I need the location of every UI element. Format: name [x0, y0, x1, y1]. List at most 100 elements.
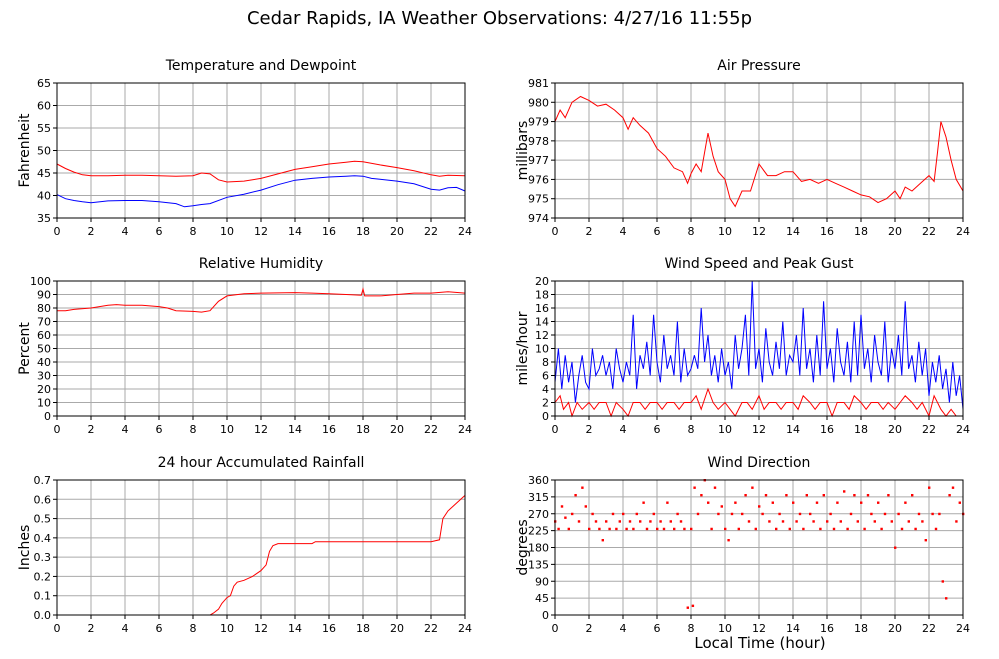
x-tick-label: 24 [956, 622, 970, 635]
data-point [812, 520, 815, 523]
data-point [894, 546, 897, 549]
data-point [877, 501, 880, 504]
data-point [649, 520, 652, 523]
data-point [666, 501, 669, 504]
x-tick-label: 0 [54, 622, 61, 635]
y-tick-label: 0 [44, 410, 51, 423]
x-tick-label: 6 [156, 622, 163, 635]
x-tick-label: 6 [654, 622, 661, 635]
x-tick-label: 14 [288, 423, 302, 436]
y-tick-label: 270 [528, 508, 549, 521]
data-point [713, 486, 717, 489]
page-title: Cedar Rapids, IA Weather Observations: 4… [246, 8, 753, 29]
data-point [958, 501, 961, 504]
x-tick-label: 16 [820, 423, 834, 436]
series-line-1 [57, 287, 466, 313]
x-tick-label: 12 [752, 423, 766, 436]
chart-title: Relative Humidity [199, 256, 323, 272]
data-point [911, 494, 914, 497]
data-point [605, 520, 608, 523]
y-tick-label: 180 [528, 542, 549, 555]
y-tick-label: 90 [37, 289, 51, 302]
data-point [802, 527, 805, 531]
x-tick-label: 10 [718, 622, 732, 635]
data-point [751, 486, 754, 489]
x-tick-label: 6 [156, 225, 163, 238]
data-point [693, 486, 696, 489]
x-tick-label: 4 [122, 225, 129, 238]
data-point [945, 597, 948, 600]
data-point [826, 520, 829, 523]
x-tick-label: 18 [356, 622, 370, 635]
x-tick-label: 0 [552, 225, 559, 238]
data-point [792, 501, 795, 504]
y-tick-label: 45 [535, 592, 549, 605]
data-point [785, 494, 788, 497]
data-point [730, 512, 734, 516]
x-tick-label: 8 [190, 423, 197, 436]
data-point [615, 527, 618, 531]
data-point [691, 604, 695, 608]
y-tick-label: 0.6 [34, 493, 52, 506]
x-tick-label: 24 [956, 423, 970, 436]
x-tick-label: 0 [552, 622, 559, 635]
data-point [856, 520, 859, 523]
y-tick-label: 12 [535, 329, 549, 342]
y-axis-label: Fahrenheit [17, 113, 33, 188]
y-tick-label: 70 [37, 316, 51, 329]
y-tick-label: 6 [542, 370, 549, 383]
x-axis-label: Local Time (hour) [694, 634, 826, 652]
data-point [809, 512, 812, 516]
data-point [659, 520, 662, 523]
data-point [571, 512, 574, 516]
x-tick-label: 10 [718, 225, 732, 238]
chart-title: Wind Speed and Peak Gust [665, 256, 854, 272]
x-tick-label: 22 [424, 225, 438, 238]
x-tick-label: 24 [458, 225, 472, 238]
y-tick-label: 8 [542, 356, 549, 369]
x-tick-label: 20 [390, 622, 404, 635]
data-point [741, 512, 744, 516]
y-tick-label: 16 [535, 302, 549, 315]
data-point [662, 527, 666, 531]
x-tick-label: 8 [688, 423, 695, 436]
y-tick-label: 80 [37, 302, 51, 315]
data-point [618, 520, 621, 523]
x-tick-label: 16 [322, 423, 336, 436]
data-point [727, 539, 730, 542]
data-point [707, 501, 710, 504]
data-point [768, 520, 771, 523]
y-tick-label: 0.2 [34, 570, 52, 583]
data-point [635, 512, 638, 516]
data-point [863, 527, 866, 531]
y-tick-label: 10 [37, 397, 51, 410]
data-point [883, 512, 887, 516]
y-tick-label: 20 [37, 383, 51, 396]
x-tick-label: 0 [54, 423, 61, 436]
data-point [645, 527, 649, 531]
y-tick-label: 18 [535, 289, 549, 302]
data-point [710, 527, 713, 531]
data-point [700, 494, 703, 497]
y-tick-label: 360 [528, 474, 549, 487]
x-tick-label: 14 [288, 622, 302, 635]
data-point [594, 520, 598, 523]
x-tick-label: 12 [752, 622, 766, 635]
data-point [775, 527, 778, 531]
y-tick-label: 0 [542, 410, 549, 423]
x-tick-label: 22 [922, 423, 936, 436]
chart-title: Wind Direction [708, 455, 811, 471]
y-tick-label: 981 [528, 77, 549, 90]
series-line-2 [56, 175, 466, 208]
x-tick-label: 16 [820, 622, 834, 635]
data-point [754, 527, 757, 531]
data-point [761, 512, 764, 516]
y-tick-label: 65 [37, 77, 51, 90]
data-point [951, 486, 955, 489]
data-point [591, 512, 594, 516]
y-tick-label: 10 [535, 343, 549, 356]
